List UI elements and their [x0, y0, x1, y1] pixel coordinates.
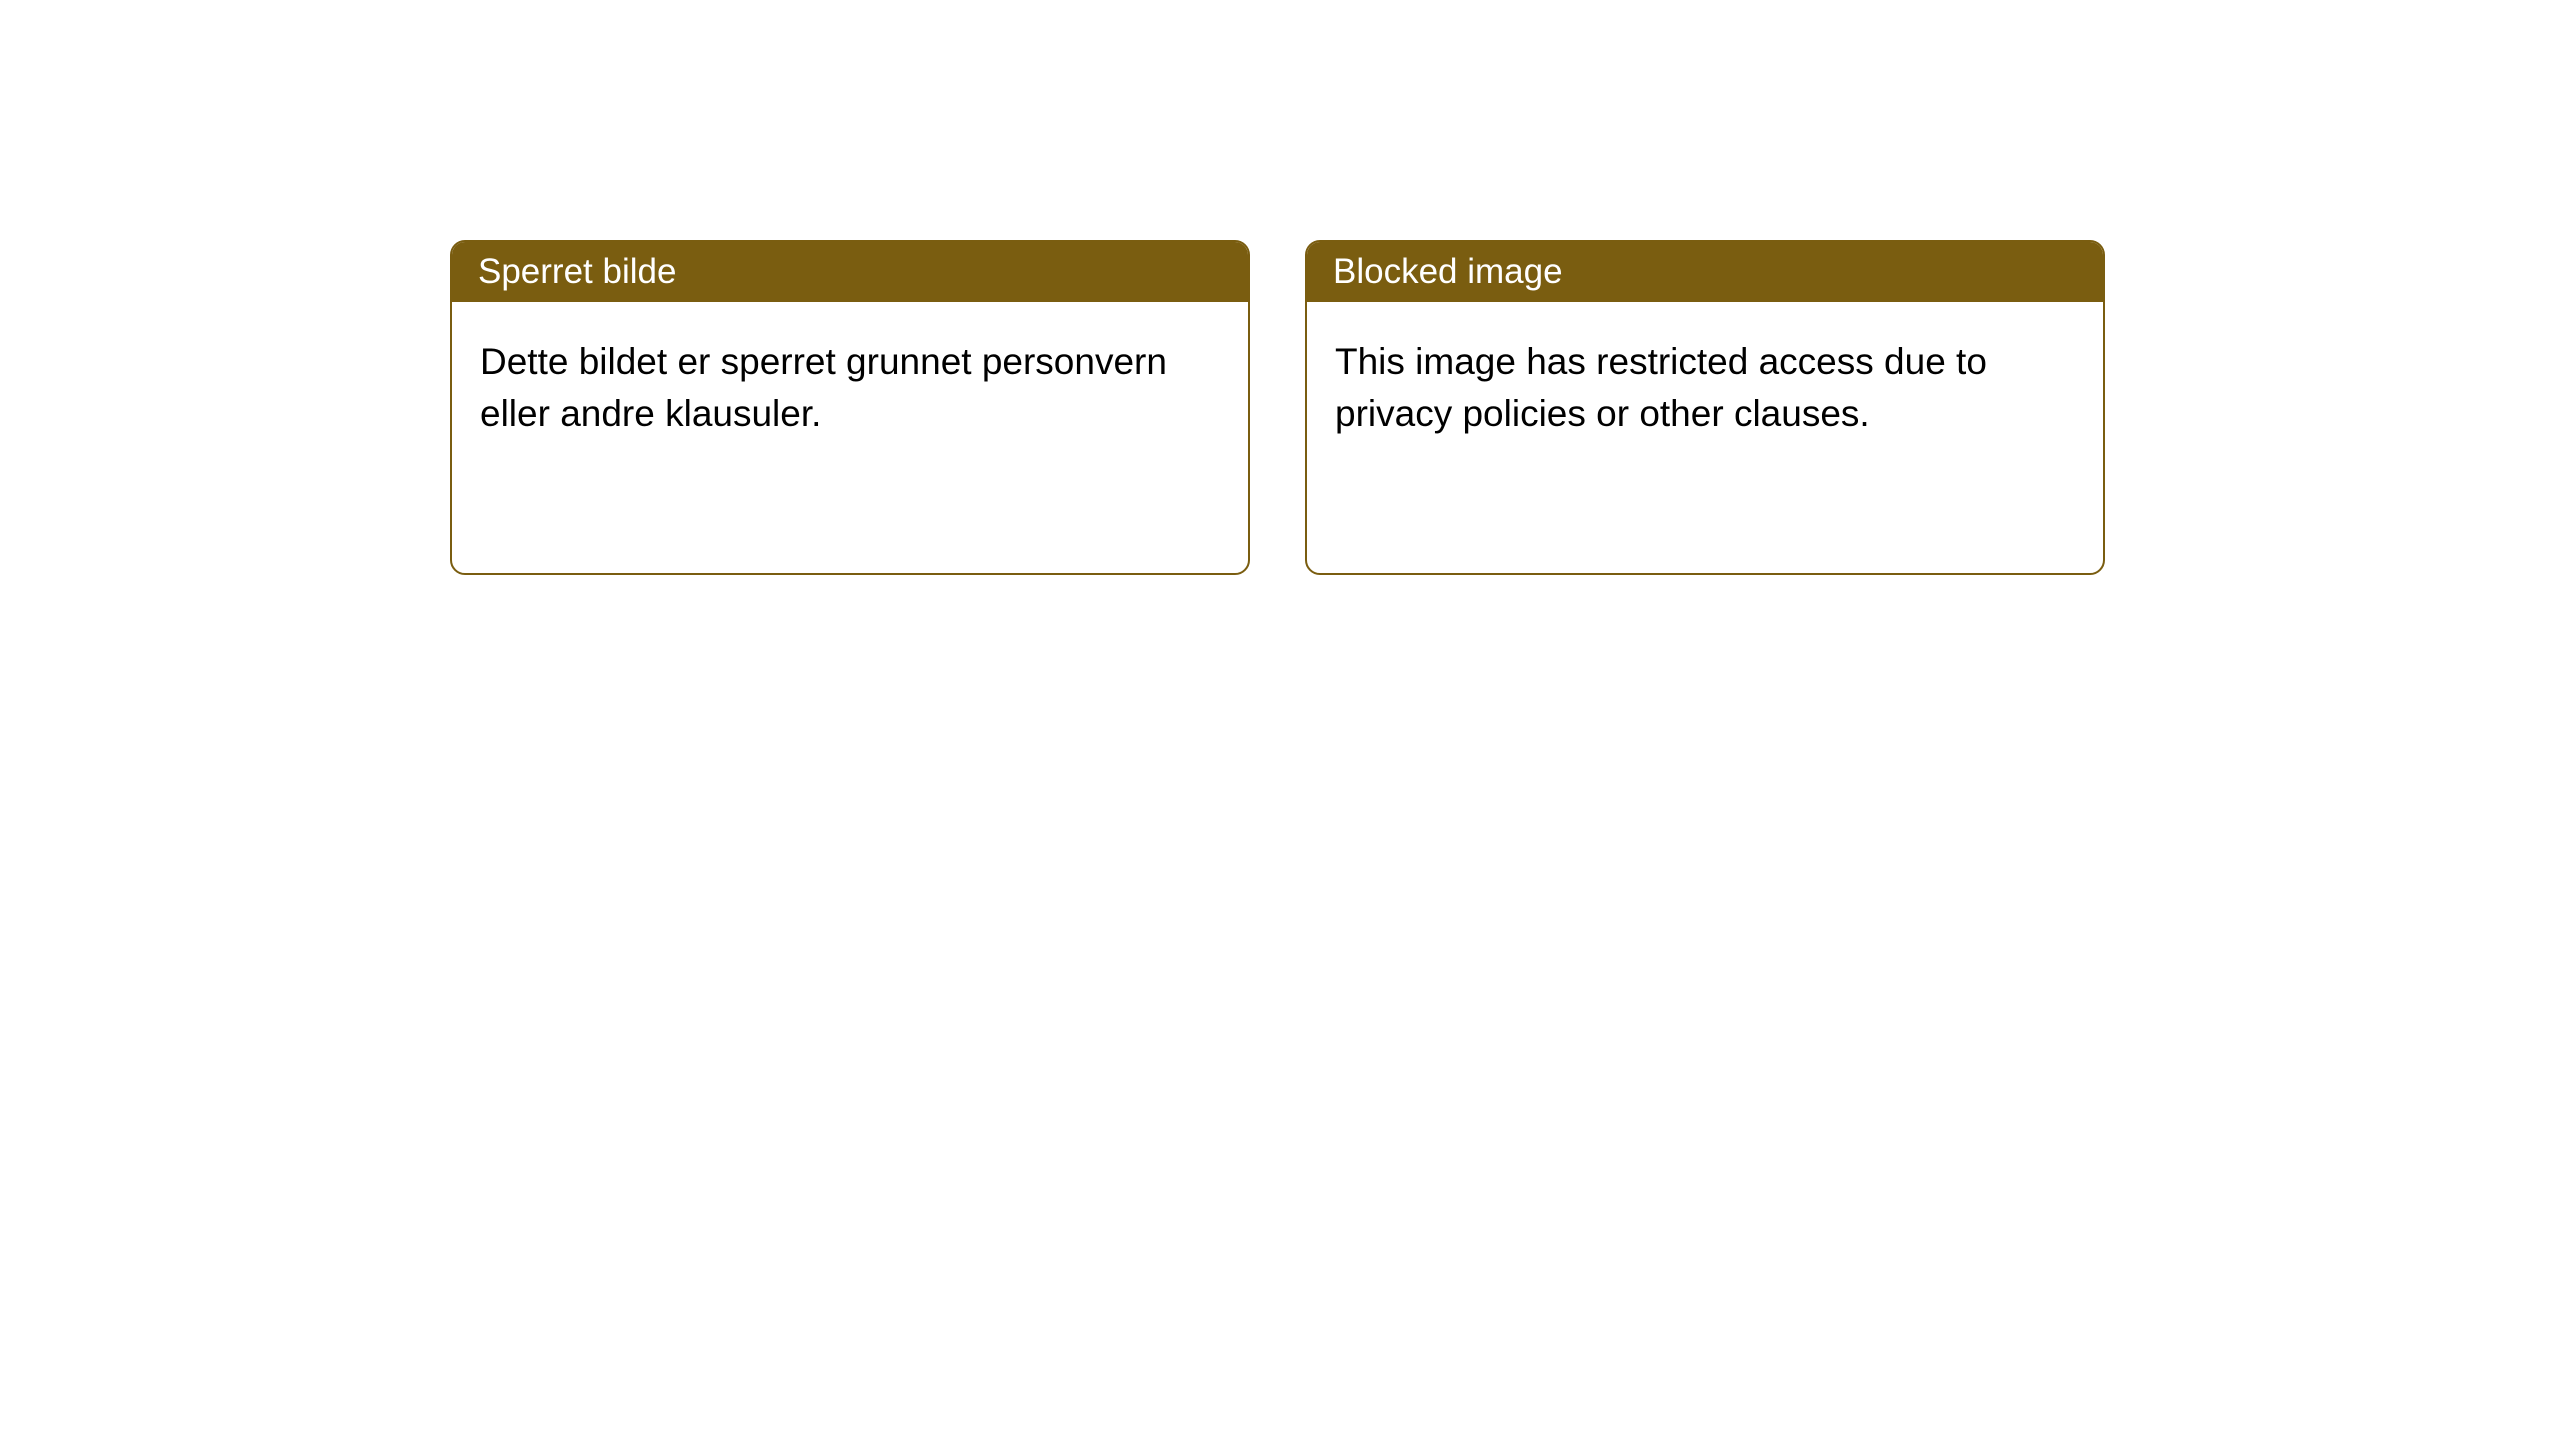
blocked-image-card-no: Sperret bilde Dette bildet er sperret gr… [450, 240, 1250, 575]
cards-container: Sperret bilde Dette bildet er sperret gr… [0, 0, 2560, 575]
blocked-image-card-en: Blocked image This image has restricted … [1305, 240, 2105, 575]
card-body-text: This image has restricted access due to … [1335, 341, 1987, 434]
card-body: This image has restricted access due to … [1307, 302, 2103, 474]
card-header: Blocked image [1307, 242, 2103, 302]
card-body-text: Dette bildet er sperret grunnet personve… [480, 341, 1167, 434]
card-header: Sperret bilde [452, 242, 1248, 302]
card-body: Dette bildet er sperret grunnet personve… [452, 302, 1248, 474]
card-title: Sperret bilde [478, 252, 676, 291]
card-title: Blocked image [1333, 252, 1563, 291]
